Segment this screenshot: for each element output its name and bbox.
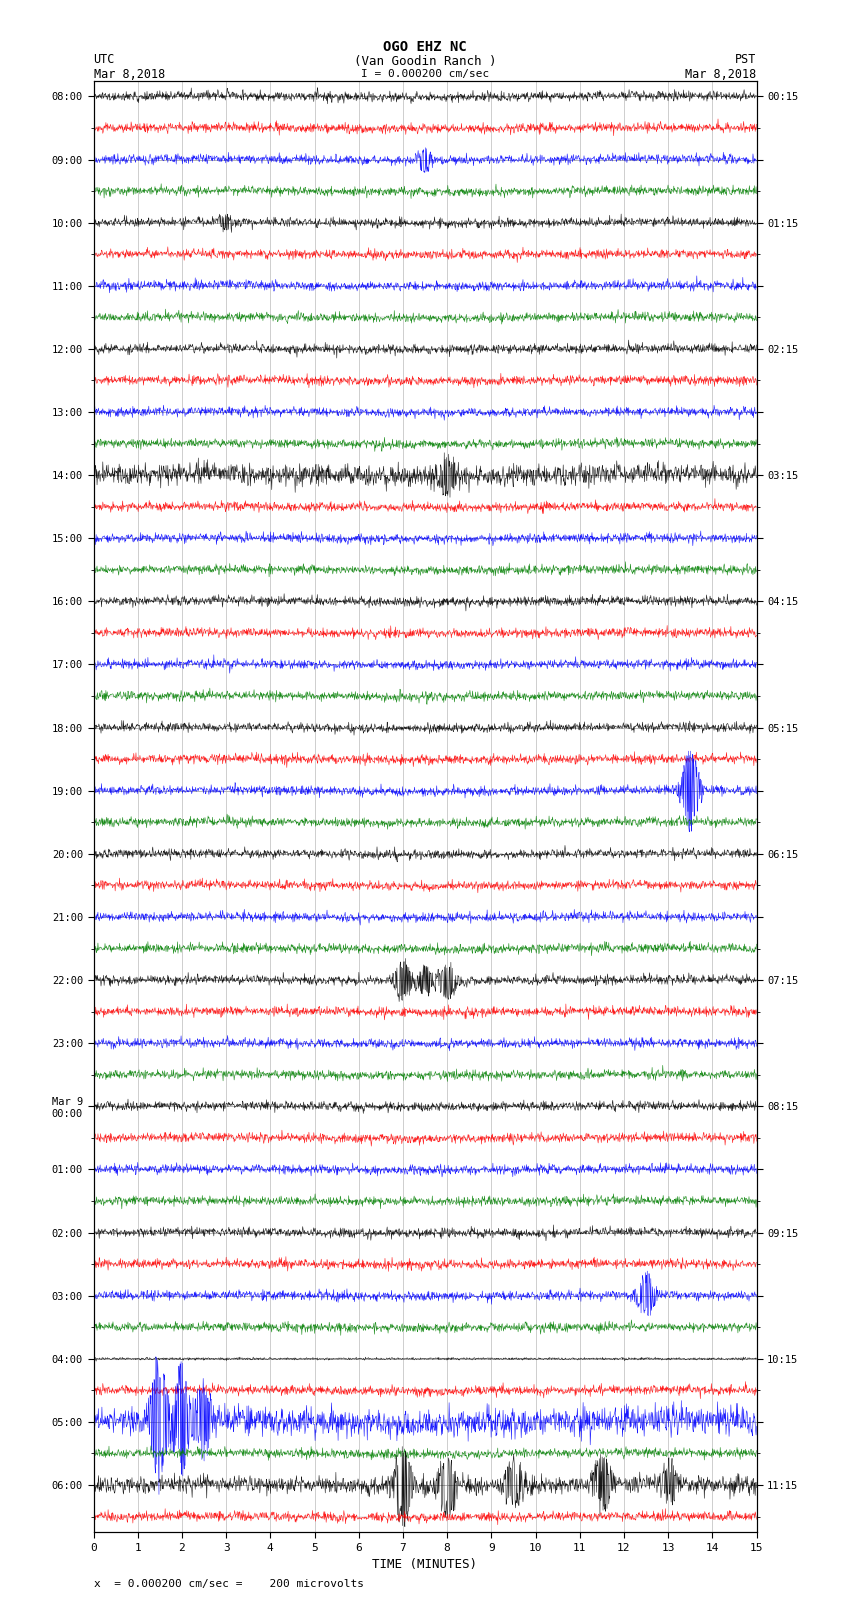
X-axis label: TIME (MINUTES): TIME (MINUTES): [372, 1558, 478, 1571]
Text: UTC
Mar 8,2018: UTC Mar 8,2018: [94, 53, 165, 81]
Text: PST
Mar 8,2018: PST Mar 8,2018: [685, 53, 756, 81]
Text: I = 0.000200 cm/sec: I = 0.000200 cm/sec: [361, 69, 489, 79]
Text: (Van Goodin Ranch ): (Van Goodin Ranch ): [354, 55, 496, 68]
Text: x  = 0.000200 cm/sec =    200 microvolts: x = 0.000200 cm/sec = 200 microvolts: [94, 1579, 364, 1589]
Text: OGO EHZ NC: OGO EHZ NC: [383, 40, 467, 55]
